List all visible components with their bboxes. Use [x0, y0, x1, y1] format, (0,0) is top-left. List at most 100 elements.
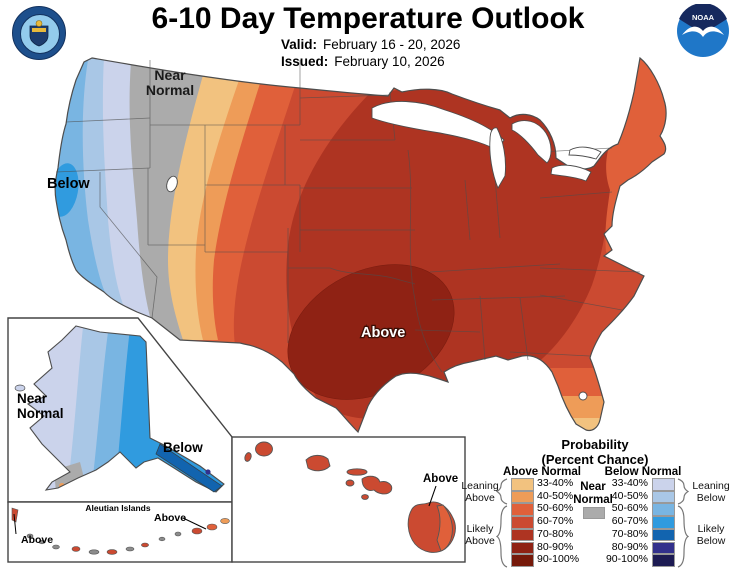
- aleutian-island: [106, 549, 118, 555]
- aleutian-pointer-left: [13, 513, 17, 535]
- below-percent-label: 40-50%: [611, 489, 648, 502]
- alaska-near-normal-label-1: Near: [17, 391, 48, 406]
- above-swatch: [511, 516, 534, 529]
- legend-likely-below-label: Likely Below: [696, 523, 726, 547]
- legend-likely-above-label: Likely Above: [465, 523, 495, 547]
- legend-below-row: 70-80%: [600, 527, 690, 542]
- aleutian-island: [125, 546, 135, 552]
- aleutian-island: [220, 518, 230, 524]
- above-percent-label: 70-80%: [537, 527, 574, 540]
- ak-panhandle-80-90: [205, 469, 211, 475]
- below-percent-label: 80-90%: [611, 540, 648, 553]
- below-percent-label: 70-80%: [611, 527, 648, 540]
- below-percent-label: 90-100%: [605, 553, 648, 566]
- brace-leaning-below: [677, 478, 690, 505]
- island-molokai: [346, 468, 368, 476]
- conus-near-normal-label-1: Near: [154, 67, 186, 83]
- hawaiian-islands: [244, 441, 456, 553]
- aleutian-island: [26, 533, 34, 539]
- below-swatch: [652, 528, 675, 542]
- aleutian-islands: [11, 507, 230, 555]
- lake-ontario: [568, 146, 602, 160]
- st-lawrence-island: [14, 384, 26, 392]
- legend-above-row: 40-50%: [511, 489, 601, 504]
- legend-braces: [495, 478, 690, 568]
- region-above-50-60-ne: [605, 58, 667, 262]
- aleutian-above-label-right: Above: [154, 512, 186, 524]
- island-hawaii-big-east: [436, 504, 453, 552]
- noaa-logo: NOAA: [677, 4, 729, 57]
- below-swatch: [652, 478, 675, 491]
- legend-leaning-above-label: Leaning Above: [461, 480, 499, 504]
- legend-below-row: 50-60%: [600, 502, 690, 516]
- aleutian-island: [174, 531, 182, 537]
- above-swatch: [511, 541, 534, 554]
- above-swatch: [511, 528, 534, 542]
- legend-below-row: 90-100%: [600, 553, 690, 567]
- legend-title-line1: Probability: [561, 437, 629, 452]
- region-fl-33-40: [558, 418, 616, 432]
- commerce-shield-icon: [29, 20, 49, 47]
- below-swatch: [652, 516, 675, 529]
- legend-above-row: 90-100%: [511, 553, 601, 567]
- conus-above-label: Above: [361, 325, 405, 341]
- issued-line: Issued: February 10, 2026: [281, 53, 460, 70]
- legend-title-line2: (Percent Chance): [541, 452, 649, 467]
- lake-huron: [511, 120, 552, 164]
- legend-near-normal-label: Near Normal: [566, 481, 620, 507]
- alaska-panhandle-dark: [155, 443, 223, 493]
- above-swatch: [511, 554, 534, 567]
- issued-value: February 10, 2026: [334, 54, 445, 69]
- above-percent-label: 90-100%: [537, 553, 580, 566]
- state-borders: [55, 60, 641, 373]
- aleutian-island: [38, 539, 46, 545]
- lake-okeechobee: [578, 391, 588, 401]
- aleutian-pointer-right: [182, 517, 207, 530]
- conus-near-normal-label-2: Normal: [146, 82, 194, 98]
- alaska-below-label: Below: [163, 440, 203, 455]
- below-percent-label: 50-60%: [611, 502, 648, 515]
- above-percent-label: 40-50%: [537, 489, 574, 502]
- issued-label: Issued:: [281, 54, 329, 69]
- valid-label: Valid:: [281, 37, 318, 52]
- below-swatch: [652, 503, 675, 516]
- above-percent-label: 60-70%: [537, 515, 574, 528]
- ak-panhandle-70-80: [155, 443, 223, 493]
- aleutian-island: [71, 546, 81, 552]
- legend-below-row: 60-70%: [600, 515, 690, 529]
- legend-below-row: 40-50%: [600, 489, 690, 504]
- hawaii-pointer: [428, 485, 437, 507]
- aleutian-island: [52, 544, 60, 550]
- above-swatch: [511, 478, 534, 491]
- island-maui: [361, 475, 393, 495]
- region-fl-50-60: [536, 368, 616, 398]
- legend-above-row: 70-80%: [511, 527, 601, 542]
- below-swatch: [652, 554, 675, 567]
- aleutian-island: [158, 536, 166, 542]
- valid-value: February 16 - 20, 2026: [323, 37, 461, 52]
- above-swatch: [511, 490, 534, 504]
- valid-line: Valid: February 16 - 20, 2026: [281, 36, 460, 53]
- page-title: 6-10 Day Temperature Outlook: [151, 2, 585, 35]
- legend-below-row: 80-90%: [600, 540, 690, 554]
- aleutian-island: [11, 507, 19, 523]
- legend-above-row: 60-70%: [511, 515, 601, 529]
- legend-title: Probability (Percent Chance): [520, 437, 670, 467]
- legend-above-header: Above Normal: [503, 466, 581, 478]
- below-swatch: [652, 541, 675, 554]
- aleutian-island: [191, 527, 203, 535]
- above-percent-label: 80-90%: [537, 540, 574, 553]
- aleutian-island: [206, 523, 218, 531]
- legend-above-row: 80-90%: [511, 540, 601, 554]
- lake-erie: [550, 164, 592, 182]
- aleutian-island: [88, 549, 100, 555]
- island-niihau: [244, 452, 252, 462]
- aleutian-above-label-left: Above: [21, 534, 53, 546]
- island-lanai: [345, 479, 355, 487]
- below-percent-label: 60-70%: [611, 515, 648, 528]
- brace-likely-above: [495, 505, 508, 568]
- brace-leaning-above: [495, 478, 508, 505]
- below-percent-label: 33-40%: [611, 477, 648, 489]
